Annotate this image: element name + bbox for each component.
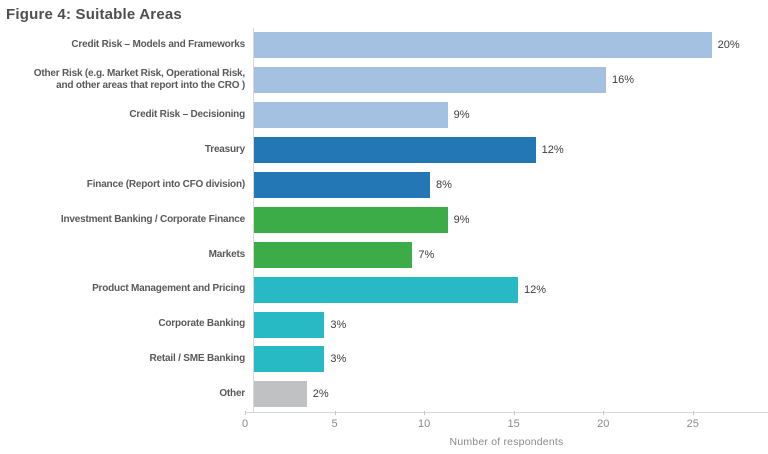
axis-tick-label: 25	[686, 417, 699, 430]
axis-tick	[334, 410, 336, 415]
x-axis: Number of respondents 0 5 10 15 20 25	[241, 410, 768, 453]
category-label: Credit Risk – Decisioning	[129, 108, 245, 120]
bar	[254, 32, 712, 59]
bar	[254, 102, 448, 129]
bar-row: Corporate Banking 3%	[0, 307, 768, 343]
page-title: Figure 4: Suitable Areas	[6, 6, 182, 23]
bar-track: 3%	[253, 307, 768, 343]
category-label: Product Management and Pricing	[92, 283, 245, 295]
bar	[254, 381, 307, 408]
bar-track: 12%	[253, 272, 768, 308]
bar-track: 12%	[253, 132, 768, 168]
value-label: 9%	[453, 109, 470, 122]
value-label: 12%	[541, 144, 564, 157]
value-label: 20%	[717, 39, 740, 52]
bar-chart: Credit Risk – Models and Frameworks 20% Ot…	[0, 28, 768, 453]
bar	[254, 172, 431, 198]
bar-row: Credit Risk – Models and Frameworks 20%	[0, 28, 768, 63]
value-label: 3%	[330, 353, 347, 366]
axis-tick	[692, 410, 694, 415]
x-axis-label: Number of respondents	[449, 435, 564, 448]
axis-tick	[245, 410, 246, 415]
bar-track: 9%	[253, 202, 768, 238]
axis-tick-label: 0	[241, 417, 249, 430]
category-label: Markets	[208, 248, 246, 260]
bar	[254, 206, 448, 233]
bar-track: 3%	[253, 342, 768, 377]
category-label: Treasury	[204, 143, 245, 155]
bar-row: Other Risk (e.g. Market Risk, Operationa…	[0, 62, 768, 98]
axis-tick-label: 10	[417, 417, 431, 430]
bar-row: Treasury 12%	[0, 132, 768, 168]
bar-row: Markets 7%	[0, 237, 768, 273]
bar	[254, 346, 325, 373]
category-label: Other Risk (e.g. Market Risk, Operationa…	[33, 67, 245, 92]
axis-tick	[513, 410, 515, 415]
axis-spacer	[0, 412, 245, 453]
bar	[254, 137, 536, 164]
bar	[254, 311, 325, 338]
bar	[254, 67, 607, 94]
bar-track: 2%	[253, 376, 768, 412]
category-label: Finance (Report into CFO division)	[86, 178, 245, 190]
axis-tick	[603, 410, 605, 415]
value-label: 12%	[524, 283, 547, 296]
bar	[254, 276, 519, 303]
bar-track: 16%	[253, 62, 768, 98]
value-label: 7%	[418, 248, 435, 261]
category-label: Other	[219, 388, 245, 400]
bar-track: 9%	[253, 97, 768, 133]
value-label: 8%	[436, 179, 452, 191]
bar-row: Finance (Report into CFO division) 8%	[0, 167, 768, 203]
bar-rows: Credit Risk – Models and Frameworks 20% Ot…	[0, 28, 768, 412]
category-label: Credit Risk – Models and Frameworks	[71, 39, 245, 51]
axis-tick-label: 15	[507, 417, 520, 430]
value-label: 3%	[330, 318, 347, 331]
axis-tick	[424, 410, 426, 415]
bar-row: Investment Banking / Corporate Finance 9%	[0, 202, 768, 238]
bar-row: Retail / SME Banking 3%	[0, 342, 768, 377]
bar-row: Other 2%	[0, 376, 768, 412]
category-label: Corporate Banking	[158, 318, 245, 330]
bar-track: 20%	[253, 28, 768, 63]
bar-track: 8%	[253, 167, 768, 203]
bar-track: 7%	[253, 237, 768, 273]
axis-tick-label: 5	[331, 417, 338, 430]
value-label: 16%	[612, 74, 635, 87]
bar	[254, 241, 413, 268]
bar-row: Product Management and Pricing 12%	[0, 272, 768, 308]
category-label: Retail / SME Banking	[149, 353, 246, 365]
x-axis-row: Number of respondents 0 5 10 15 20 25	[0, 410, 768, 453]
value-label: 2%	[312, 388, 329, 401]
category-label: Investment Banking / Corporate Finance	[60, 213, 245, 225]
bar-row: Credit Risk – Decisioning 9%	[0, 97, 768, 133]
axis-tick-label: 20	[597, 417, 610, 430]
value-label: 9%	[453, 213, 470, 226]
